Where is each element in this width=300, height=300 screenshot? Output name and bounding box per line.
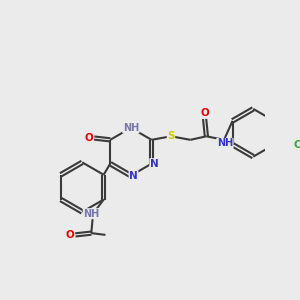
Text: NH: NH — [83, 209, 99, 219]
Text: N: N — [129, 171, 138, 181]
Text: O: O — [200, 108, 209, 118]
Text: O: O — [66, 230, 74, 240]
Text: NH: NH — [123, 123, 139, 133]
Text: S: S — [167, 131, 175, 141]
Text: N: N — [150, 159, 159, 169]
Text: NH: NH — [217, 138, 233, 148]
Text: O: O — [85, 133, 93, 143]
Text: Cl: Cl — [294, 140, 300, 150]
